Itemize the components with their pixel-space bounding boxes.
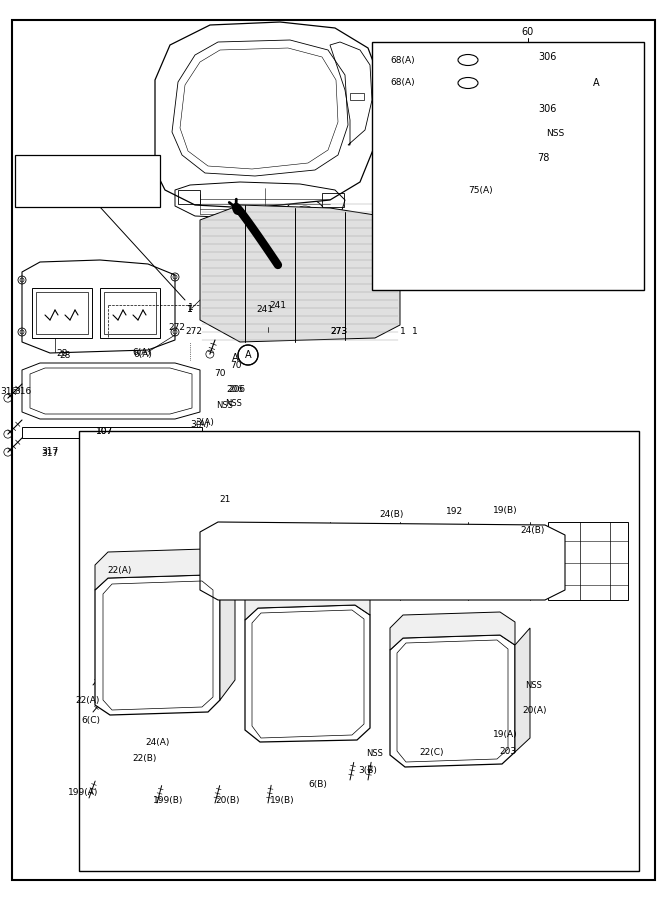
Bar [22, 427, 202, 438]
Text: 24(B): 24(B) [521, 526, 545, 535]
Text: 1: 1 [400, 328, 406, 337]
Text: 3(B): 3(B) [359, 766, 378, 775]
Polygon shape [155, 22, 380, 208]
Text: 203: 203 [500, 748, 516, 757]
Text: 1: 1 [188, 303, 194, 312]
Text: 19(B): 19(B) [493, 506, 518, 515]
Text: 68(A): 68(A) [390, 78, 415, 87]
Text: 28: 28 [59, 350, 71, 359]
Text: 241: 241 [269, 301, 287, 310]
Text: 241: 241 [257, 305, 273, 314]
Text: A: A [593, 78, 600, 88]
Text: 306: 306 [538, 52, 556, 62]
Bar [32, 288, 92, 338]
Text: 272: 272 [168, 323, 185, 332]
Text: SEE  FIG  NO.: SEE FIG NO. [18, 164, 101, 176]
Text: 78: 78 [537, 153, 550, 163]
Text: 317: 317 [41, 448, 59, 457]
Text: 6(A): 6(A) [133, 350, 152, 359]
Polygon shape [200, 205, 400, 342]
Text: A: A [231, 353, 238, 363]
Polygon shape [390, 612, 515, 650]
Text: A: A [245, 350, 251, 360]
Polygon shape [95, 549, 220, 590]
Bar [36, 292, 88, 334]
Text: 199(A): 199(A) [68, 788, 98, 797]
Text: NSS: NSS [367, 749, 384, 758]
Text: 75(A): 75(A) [468, 185, 493, 194]
Text: 6(A): 6(A) [133, 347, 151, 356]
Text: 3(A): 3(A) [191, 419, 209, 428]
Text: 273: 273 [330, 328, 347, 337]
Text: 199(B): 199(B) [153, 796, 183, 805]
Polygon shape [220, 560, 235, 700]
Text: 6(C): 6(C) [81, 716, 100, 724]
Text: 316: 316 [1, 388, 18, 397]
Ellipse shape [458, 77, 478, 88]
Text: 68(A): 68(A) [390, 56, 415, 65]
Text: 19(B): 19(B) [269, 796, 294, 805]
Text: 60: 60 [522, 27, 534, 37]
Bar [100, 288, 160, 338]
Text: 24(B): 24(B) [380, 510, 404, 519]
Text: 192: 192 [446, 508, 464, 517]
Text: 3(A): 3(A) [195, 418, 214, 427]
Text: NSS: NSS [525, 680, 542, 689]
Polygon shape [95, 575, 220, 715]
Bar [372, 42, 644, 290]
Bar [548, 522, 628, 600]
Bar [15, 155, 160, 207]
Text: 206: 206 [226, 385, 243, 394]
Text: NSS: NSS [225, 400, 242, 409]
Text: NSS: NSS [217, 401, 233, 410]
Text: 20(B): 20(B) [215, 796, 240, 805]
Ellipse shape [458, 55, 478, 66]
Text: 21: 21 [219, 496, 231, 505]
Text: 6(B): 6(B) [309, 780, 327, 789]
Bar [322, 193, 344, 207]
Text: 272: 272 [185, 328, 202, 337]
Text: 70: 70 [214, 368, 225, 377]
Text: 24(A): 24(A) [146, 737, 170, 746]
Text: NSS: NSS [546, 129, 564, 138]
Bar [350, 93, 364, 100]
Polygon shape [515, 628, 530, 752]
Bar [104, 292, 156, 334]
Text: 6-70: 6-70 [18, 182, 47, 194]
Text: 273: 273 [330, 328, 347, 337]
Text: 317: 317 [41, 447, 59, 456]
Text: 316: 316 [14, 388, 31, 397]
Text: 206: 206 [228, 385, 245, 394]
Text: 306: 306 [538, 104, 556, 114]
Text: 22(A): 22(A) [107, 565, 132, 574]
Text: 22(B): 22(B) [133, 753, 157, 762]
Text: 70: 70 [230, 361, 241, 370]
Text: 28: 28 [56, 348, 67, 357]
Text: 20(A): 20(A) [522, 706, 546, 715]
Polygon shape [200, 522, 565, 600]
Text: 1: 1 [187, 305, 193, 314]
Polygon shape [390, 635, 515, 767]
Bar [178, 190, 200, 204]
Text: 22(C): 22(C) [420, 749, 444, 758]
Bar [79, 431, 639, 871]
Text: 22(A): 22(A) [75, 696, 100, 705]
Polygon shape [245, 605, 370, 742]
Text: 1: 1 [412, 328, 418, 337]
Text: 1: 1 [187, 305, 193, 314]
Text: 107: 107 [96, 428, 113, 436]
Text: 107: 107 [96, 427, 113, 436]
Polygon shape [245, 579, 370, 620]
Text: 19(A): 19(A) [493, 731, 518, 740]
